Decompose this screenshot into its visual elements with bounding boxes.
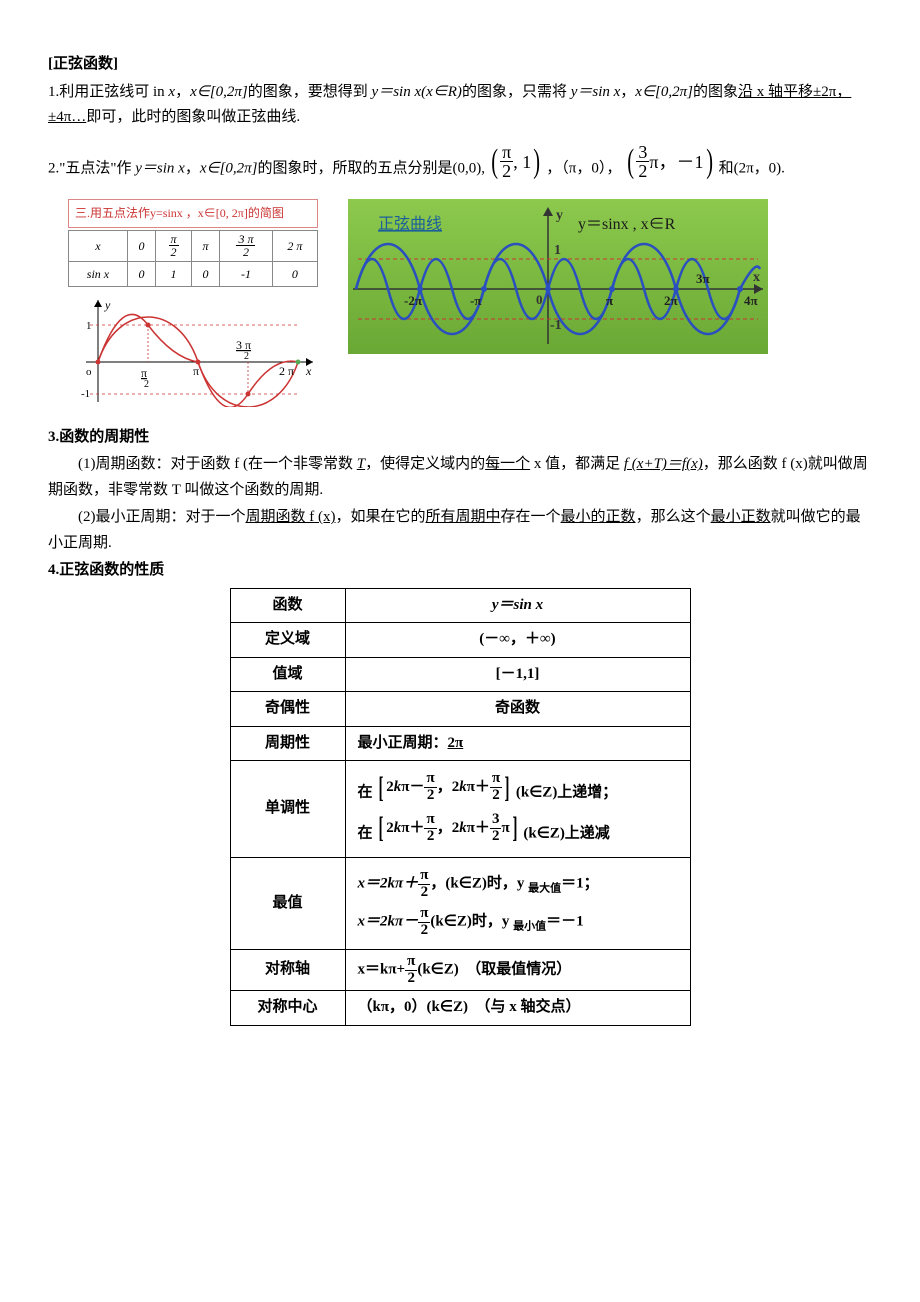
p1-range: x∈[0,2π] (190, 84, 248, 100)
svg-text:x: x (305, 364, 312, 378)
svg-text:-2π: -2π (404, 293, 422, 308)
table-row: 单调性 在 [2kπ－π2，2kπ＋π2] (k∈Z)上递增； 在 [2kπ＋π… (230, 761, 690, 858)
five-point-title: 三.用五点法作y=sinx ，x∈[0, 2π]的简图 (68, 199, 318, 227)
five-point-block: 三.用五点法作y=sinx ，x∈[0, 2π]的简图 x 0 π2 π 3 π… (68, 199, 318, 416)
svg-text:2 π: 2 π (279, 364, 294, 378)
sine-green-panel: 正弦曲线 y＝sinx , x∈R x y 1 -1 0 -2π -π π 2π… (348, 199, 768, 354)
svg-text:4π: 4π (744, 293, 758, 308)
svg-text:2π: 2π (664, 293, 678, 308)
table-row: 奇偶性奇函数 (230, 692, 690, 727)
p1-eq: y＝sin x(x∈R) (372, 84, 462, 100)
table-row: sin x 0 1 0 -1 0 (69, 261, 318, 286)
svg-text:y: y (556, 208, 563, 223)
table-row: 对称轴 x＝kπ+π2(k∈Z) （取最值情况） (230, 949, 690, 991)
table-row: 最值 x＝2kπ＋π2，(k∈Z)时，y 最大值＝1； x＝2kπ－π2(k∈Z… (230, 857, 690, 949)
svg-text:π: π (141, 366, 147, 380)
svg-text:2: 2 (144, 379, 149, 390)
svg-text:y: y (104, 298, 111, 312)
svg-text:3π: 3π (696, 271, 710, 286)
five-point-table: x 0 π2 π 3 π2 2 π sin x 0 1 0 -1 0 (68, 230, 318, 288)
svg-text:1: 1 (554, 243, 561, 258)
green-label: 正弦曲线 (378, 215, 442, 233)
svg-text:-1: -1 (81, 388, 90, 400)
title: [正弦函数] (48, 52, 872, 78)
heading-3: 3.函数的周期性 (48, 425, 872, 451)
properties-table: 函数y＝sin x 定义域(－∞，＋∞) 值域[－1,1] 奇偶性奇函数 周期性… (230, 588, 691, 1026)
sine-local-graph: y x o 1 -1 π 2 π 3 π 2 2 π (68, 297, 318, 407)
heading-4: 4.正弦函数的性质 (48, 558, 872, 584)
svg-text:o: o (86, 366, 92, 378)
svg-text:3 π: 3 π (236, 338, 251, 352)
svg-text:1: 1 (86, 320, 92, 332)
table-row: 周期性最小正周期：2π (230, 726, 690, 761)
svg-text:x: x (753, 270, 760, 285)
point-3pi2: (32π，－1) (625, 143, 715, 182)
p1-text: 1.利用正弦线可 in (48, 84, 168, 100)
svg-text:0: 0 (536, 292, 543, 307)
svg-text:π: π (193, 364, 199, 378)
p3-2: (2)最小正周期：对于一个周期函数 f (x)，如果在它的所有周期中存在一个最小… (48, 505, 872, 556)
svg-text:π: π (606, 293, 613, 308)
table-row: 值域[－1,1] (230, 657, 690, 692)
paragraph-1: 1.利用正弦线可 in x，x∈[0,2π]的图象，要想得到 y＝sin x(x… (48, 80, 872, 131)
table-row: 定义域(－∞，＋∞) (230, 623, 690, 658)
svg-text:2: 2 (244, 351, 249, 362)
point-pi2: (π2, 1) (489, 143, 543, 182)
p3-1: (1)周期函数：对于函数 f (在一个非零常数 T，使得定义域内的每一个 x 值… (48, 452, 872, 503)
table-row: 函数y＝sin x (230, 588, 690, 623)
green-eq: y＝sinx , x∈R (578, 216, 676, 233)
table-row: x 0 π2 π 3 π2 2 π (69, 230, 318, 261)
table-row: 对称中心 （kπ，0）(k∈Z) （与 x 轴交点） (230, 991, 690, 1026)
svg-text:-π: -π (470, 293, 481, 308)
paragraph-2: 2."五点法"作 y＝sin x，x∈[0,2π]的图象时，所取的五点分别是(0… (48, 143, 872, 182)
figures-row: 三.用五点法作y=sinx ，x∈[0, 2π]的简图 x 0 π2 π 3 π… (68, 199, 872, 416)
